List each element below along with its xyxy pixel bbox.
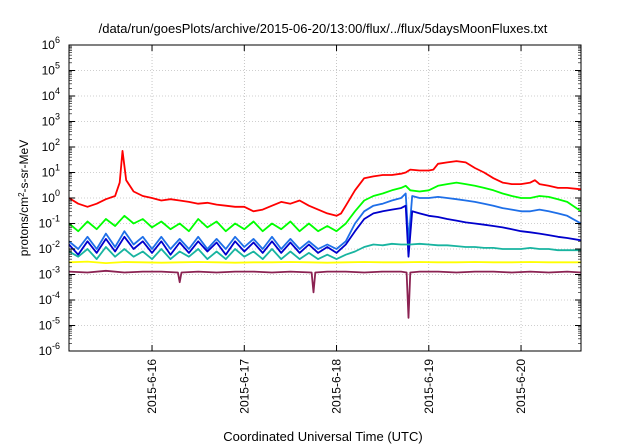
x-tick-label: 2015-6-19: [422, 359, 436, 414]
y-tick-label: 106: [42, 35, 60, 52]
y-tick-label-base: 10: [42, 140, 56, 154]
y-tick-label: 103: [42, 112, 60, 129]
y-tick-label-exp: -2: [52, 239, 60, 249]
y-tick-label: 10-6: [39, 341, 60, 358]
y-tick-label-base: 10: [42, 64, 56, 78]
y-tick-label-base: 10: [39, 293, 53, 307]
y-tick-label-exp: 4: [55, 86, 60, 96]
y-axis-label-rest: -s-sr-MeV: [17, 140, 31, 193]
y-tick-label: 105: [42, 61, 60, 78]
y-tick-label-base: 10: [39, 217, 53, 231]
series-line-7: [68, 269, 582, 319]
y-tick-label: 10-4: [39, 290, 60, 307]
series-line-1: [68, 149, 582, 217]
x-tick-label: 2015-6-17: [237, 359, 251, 414]
y-tick-label-base: 10: [42, 191, 56, 205]
x-axis-label: Coordinated Universal Time (UTC): [223, 429, 422, 444]
y-tick-label-exp: -5: [52, 316, 60, 326]
y-axis: 10-610-510-410-310-210-11001011021031041…: [39, 35, 581, 358]
series-line-4: [68, 204, 582, 258]
grid: [69, 44, 581, 352]
x-tick-label: 2015-6-16: [145, 359, 159, 414]
y-tick-label-exp: 6: [55, 35, 60, 45]
x-tick-label: 2015-6-20: [514, 359, 528, 414]
y-tick-label-base: 10: [39, 242, 53, 256]
y-tick-label: 10-5: [39, 316, 60, 333]
y-axis-label-sup: 2: [17, 192, 26, 197]
y-tick-label-exp: 2: [55, 137, 60, 147]
y-tick-label-exp: -6: [52, 341, 60, 351]
y-tick-label-base: 10: [42, 38, 56, 52]
y-tick-label-exp: 3: [55, 112, 60, 122]
y-tick-label-exp: -4: [52, 290, 60, 300]
y-tick-label: 100: [42, 188, 60, 205]
y-tick-label: 10-3: [39, 265, 60, 282]
y-tick-label-exp: 1: [55, 163, 60, 173]
y-tick-label-exp: 0: [55, 188, 60, 198]
y-tick-label: 10-1: [39, 214, 60, 231]
series-line-6: [68, 260, 581, 265]
x-tick-label: 2015-6-18: [330, 359, 344, 414]
y-tick-label-base: 10: [39, 268, 53, 282]
y-tick-label-base: 10: [42, 115, 56, 129]
y-axis-label: protons/cm2-s-sr-MeV: [17, 140, 32, 256]
series-line-3: [68, 192, 582, 250]
y-tick-label: 102: [42, 137, 60, 154]
series-line-5: [68, 242, 581, 261]
y-tick-label-base: 10: [42, 89, 56, 103]
y-tick-label: 101: [42, 163, 60, 180]
y-tick-label-base: 10: [42, 166, 56, 180]
y-tick-label-exp: -1: [52, 214, 60, 224]
series-group: [68, 149, 582, 319]
y-tick-label-exp: 5: [55, 61, 60, 71]
chart-title: /data/run/goesPlots/archive/2015-06-20/1…: [99, 21, 548, 36]
y-axis-label-base: protons/cm: [17, 197, 31, 256]
series-line-2: [68, 181, 582, 233]
y-tick-label-base: 10: [39, 344, 53, 358]
y-tick-label-exp: -3: [52, 265, 60, 275]
x-axis: 2015-6-16 2015-6-17 2015-6-18 2015-6-19 2015…: [145, 45, 528, 414]
y-tick-label: 10-2: [39, 239, 60, 256]
y-tick-label-base: 10: [39, 319, 53, 333]
y-tick-label: 104: [42, 86, 60, 103]
